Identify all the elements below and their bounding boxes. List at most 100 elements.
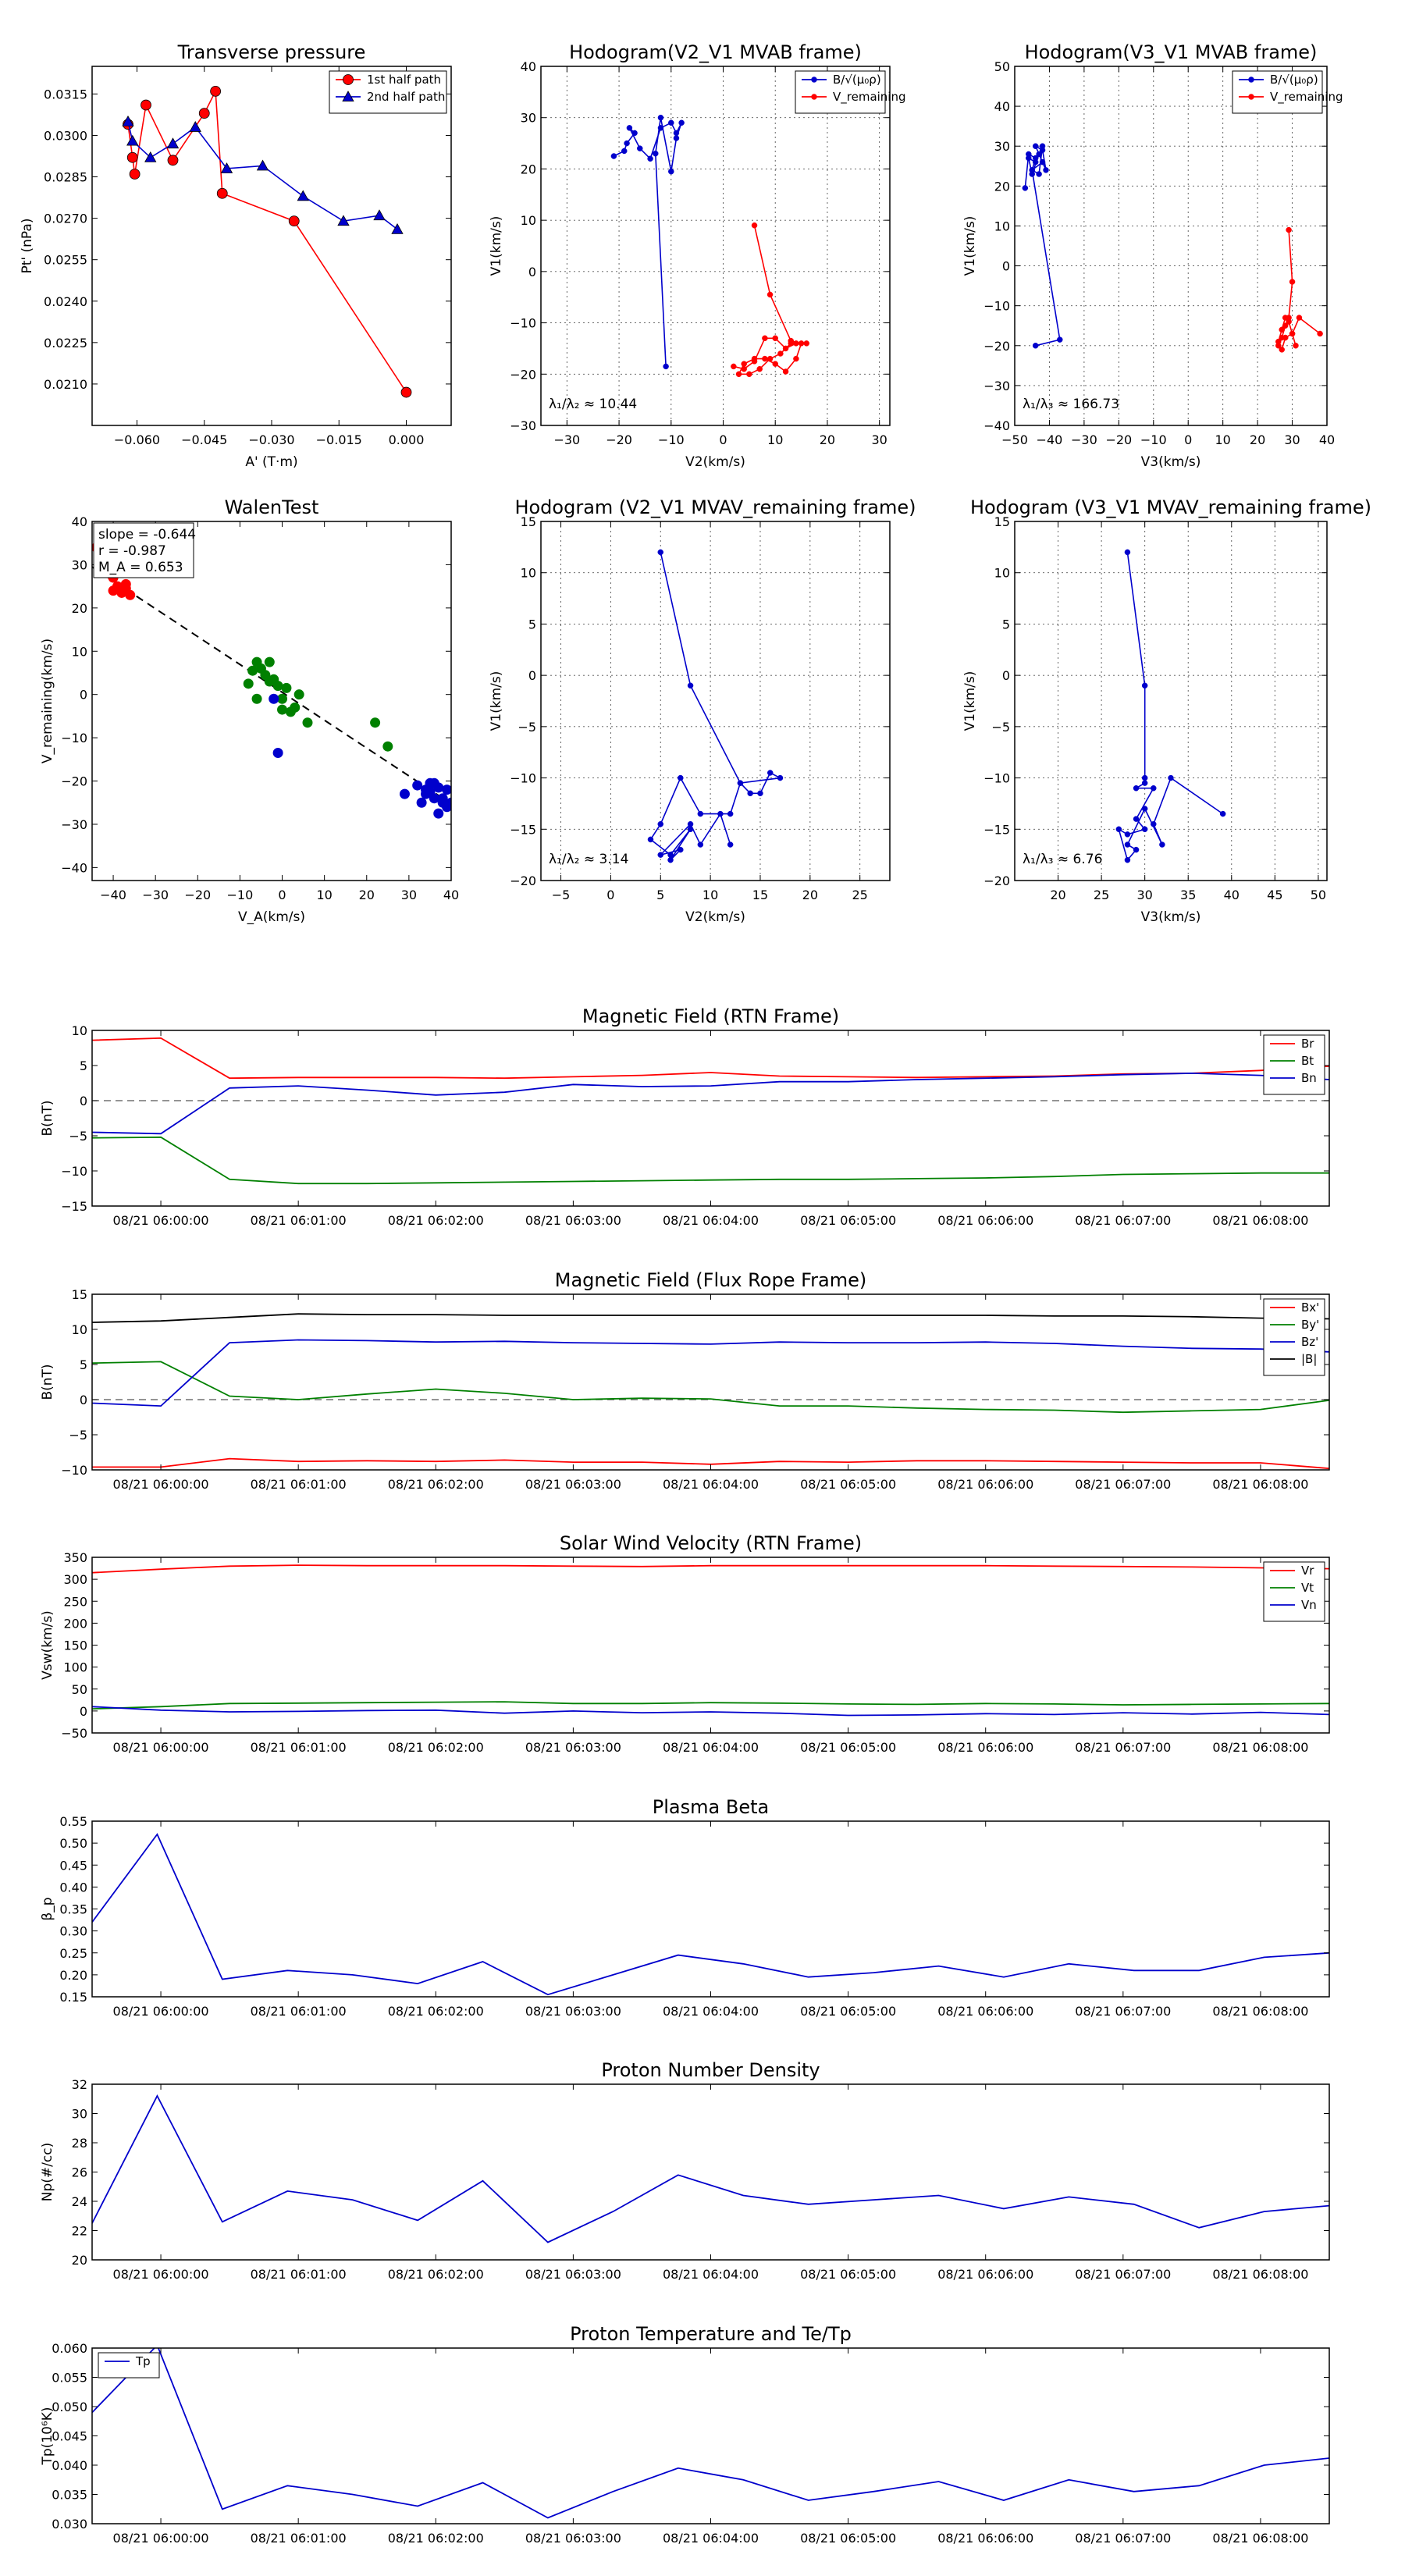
x-tick-label: 0 [278, 888, 286, 902]
x-tick-label: 08/21 06:04:00 [663, 2267, 759, 2282]
y-axis-label: β_p [40, 1897, 55, 1920]
y-tick-label: 0.50 [59, 1836, 87, 1851]
data-point [144, 151, 157, 162]
data-point [610, 153, 617, 159]
y-tick-label: −10 [984, 771, 1010, 786]
x-axis-label: V3(km/s) [1141, 909, 1201, 925]
series-line-|B| [92, 1313, 1329, 1323]
plot-frame [91, 1557, 1330, 1734]
data-point [1032, 158, 1039, 165]
series-line-V [649, 552, 783, 861]
x-tick-label: 5 [656, 888, 664, 902]
series-line-B/√(μ₀ρ) [614, 117, 682, 367]
y-tick-label: 50 [994, 59, 1010, 74]
data-point [1141, 806, 1148, 812]
x-tick-label: 25 [852, 888, 868, 902]
x-tick-label: 08/21 06:02:00 [388, 1740, 484, 1755]
plot-data [92, 542, 451, 819]
y-tick-label: −10 [510, 316, 536, 331]
y-tick-label: 30 [521, 111, 536, 126]
x-tick-label: 08/21 06:05:00 [800, 1213, 896, 1228]
data-point [717, 810, 724, 817]
y-tick-label: 0.0225 [44, 336, 87, 350]
data-point [697, 810, 704, 817]
y-tick-label: 250 [63, 1594, 87, 1609]
data-point [782, 368, 789, 375]
y-tick-label: −50 [61, 1726, 87, 1741]
chart-title: WalenTest [225, 496, 319, 518]
data-point [741, 361, 747, 367]
x-tick-label: −0.030 [248, 432, 294, 447]
data-point [687, 826, 694, 833]
series-line-V [1117, 552, 1224, 862]
data-point [1133, 816, 1140, 822]
x-tick-label: 08/21 06:01:00 [251, 1477, 347, 1492]
data-point [272, 681, 283, 692]
data-point [697, 841, 704, 848]
x-tick-label: 08/21 06:05:00 [800, 1477, 896, 1492]
x-tick-label: 45 [1267, 888, 1282, 902]
data-point [216, 187, 228, 199]
series-line-Vt [92, 1701, 1329, 1710]
data-point [678, 774, 684, 781]
data-point [120, 578, 131, 589]
y-tick-label: 0 [528, 265, 536, 279]
data-point [198, 108, 210, 119]
data-point [1133, 785, 1140, 792]
data-point [243, 678, 254, 689]
x-tick-label: 08/21 06:03:00 [525, 2004, 621, 2019]
x-tick-label: 08/21 06:04:00 [663, 1740, 759, 1755]
y-tick-label: 40 [72, 514, 87, 529]
y-tick-label: −10 [61, 1164, 87, 1179]
legend-marker [1248, 76, 1254, 83]
x-axis-label: V_A(km/s) [238, 909, 305, 925]
y-tick-label: 20 [72, 601, 87, 616]
y-tick-label: 10 [521, 566, 536, 581]
y-tick-label: 0 [1002, 668, 1010, 683]
x-axis-label: A' (T·m) [245, 454, 297, 470]
data-point [1159, 841, 1165, 848]
x-tick-label: 08/21 06:08:00 [1212, 2267, 1308, 2282]
chart-title: Hodogram(V3_V1 MVAB frame) [1025, 41, 1318, 63]
legend-box [98, 2352, 160, 2379]
data-point [1282, 315, 1289, 321]
chart-title: Solar Wind Velocity (RTN Frame) [560, 1532, 862, 1554]
chart-title: Proton Number Density [601, 2059, 820, 2081]
y-tick-label: −5 [69, 1428, 87, 1443]
plot-data [92, 2094, 1329, 2243]
legend-label: Bn [1301, 1071, 1317, 1085]
x-tick-label: 30 [871, 432, 887, 447]
y-tick-label: 0.0270 [44, 212, 87, 226]
x-tick-label: −5 [552, 888, 571, 902]
y-tick-label: 0.0240 [44, 294, 87, 309]
legend-marker [342, 91, 354, 102]
data-point [1296, 315, 1303, 321]
data-point [767, 355, 774, 362]
x-tick-label: −10 [227, 888, 254, 902]
y-tick-label: 0.0210 [44, 377, 87, 392]
x-tick-label: 10 [767, 432, 783, 447]
legend: 1st half path 2nd half path [329, 70, 447, 114]
chart-title: Proton Temperature and Te/Tp [570, 2323, 852, 2345]
data-point [782, 345, 789, 352]
legend: Br Bt Bn [1263, 1034, 1325, 1095]
y-tick-label: −30 [510, 418, 536, 433]
data-point [437, 793, 448, 804]
y-tick-label: −15 [510, 822, 536, 837]
y-tick-label: 0.15 [59, 1990, 87, 2005]
data-point [1124, 831, 1131, 838]
x-axis-label: V2(km/s) [685, 454, 745, 470]
data-point [657, 820, 664, 827]
x-tick-label: 0.000 [389, 432, 425, 447]
data-point [399, 788, 410, 799]
y-axis-label: V_remaining(km/s) [40, 639, 55, 763]
chart-title: Magnetic Field (Flux Rope Frame) [555, 1269, 866, 1291]
data-point [1282, 334, 1289, 341]
data-point [1043, 167, 1049, 173]
legend-box [1263, 1034, 1325, 1095]
data-point [673, 130, 680, 137]
legend-label: Tp [135, 2354, 151, 2368]
x-tick-label: 08/21 06:03:00 [525, 1477, 621, 1492]
stats-line: M_A = 0.653 [98, 560, 183, 575]
